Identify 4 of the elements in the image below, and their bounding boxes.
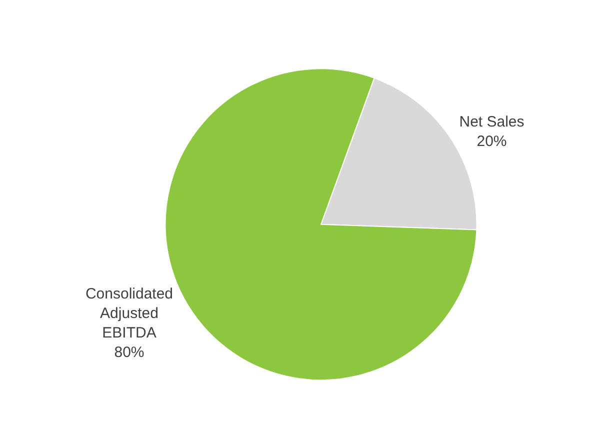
slice-label: Consolidated Adjusted EBITDA — [85, 286, 174, 342]
slice-label: Net Sales — [459, 113, 524, 130]
data-label: 20% — [476, 132, 507, 150]
data-label: 80% — [114, 344, 144, 362]
